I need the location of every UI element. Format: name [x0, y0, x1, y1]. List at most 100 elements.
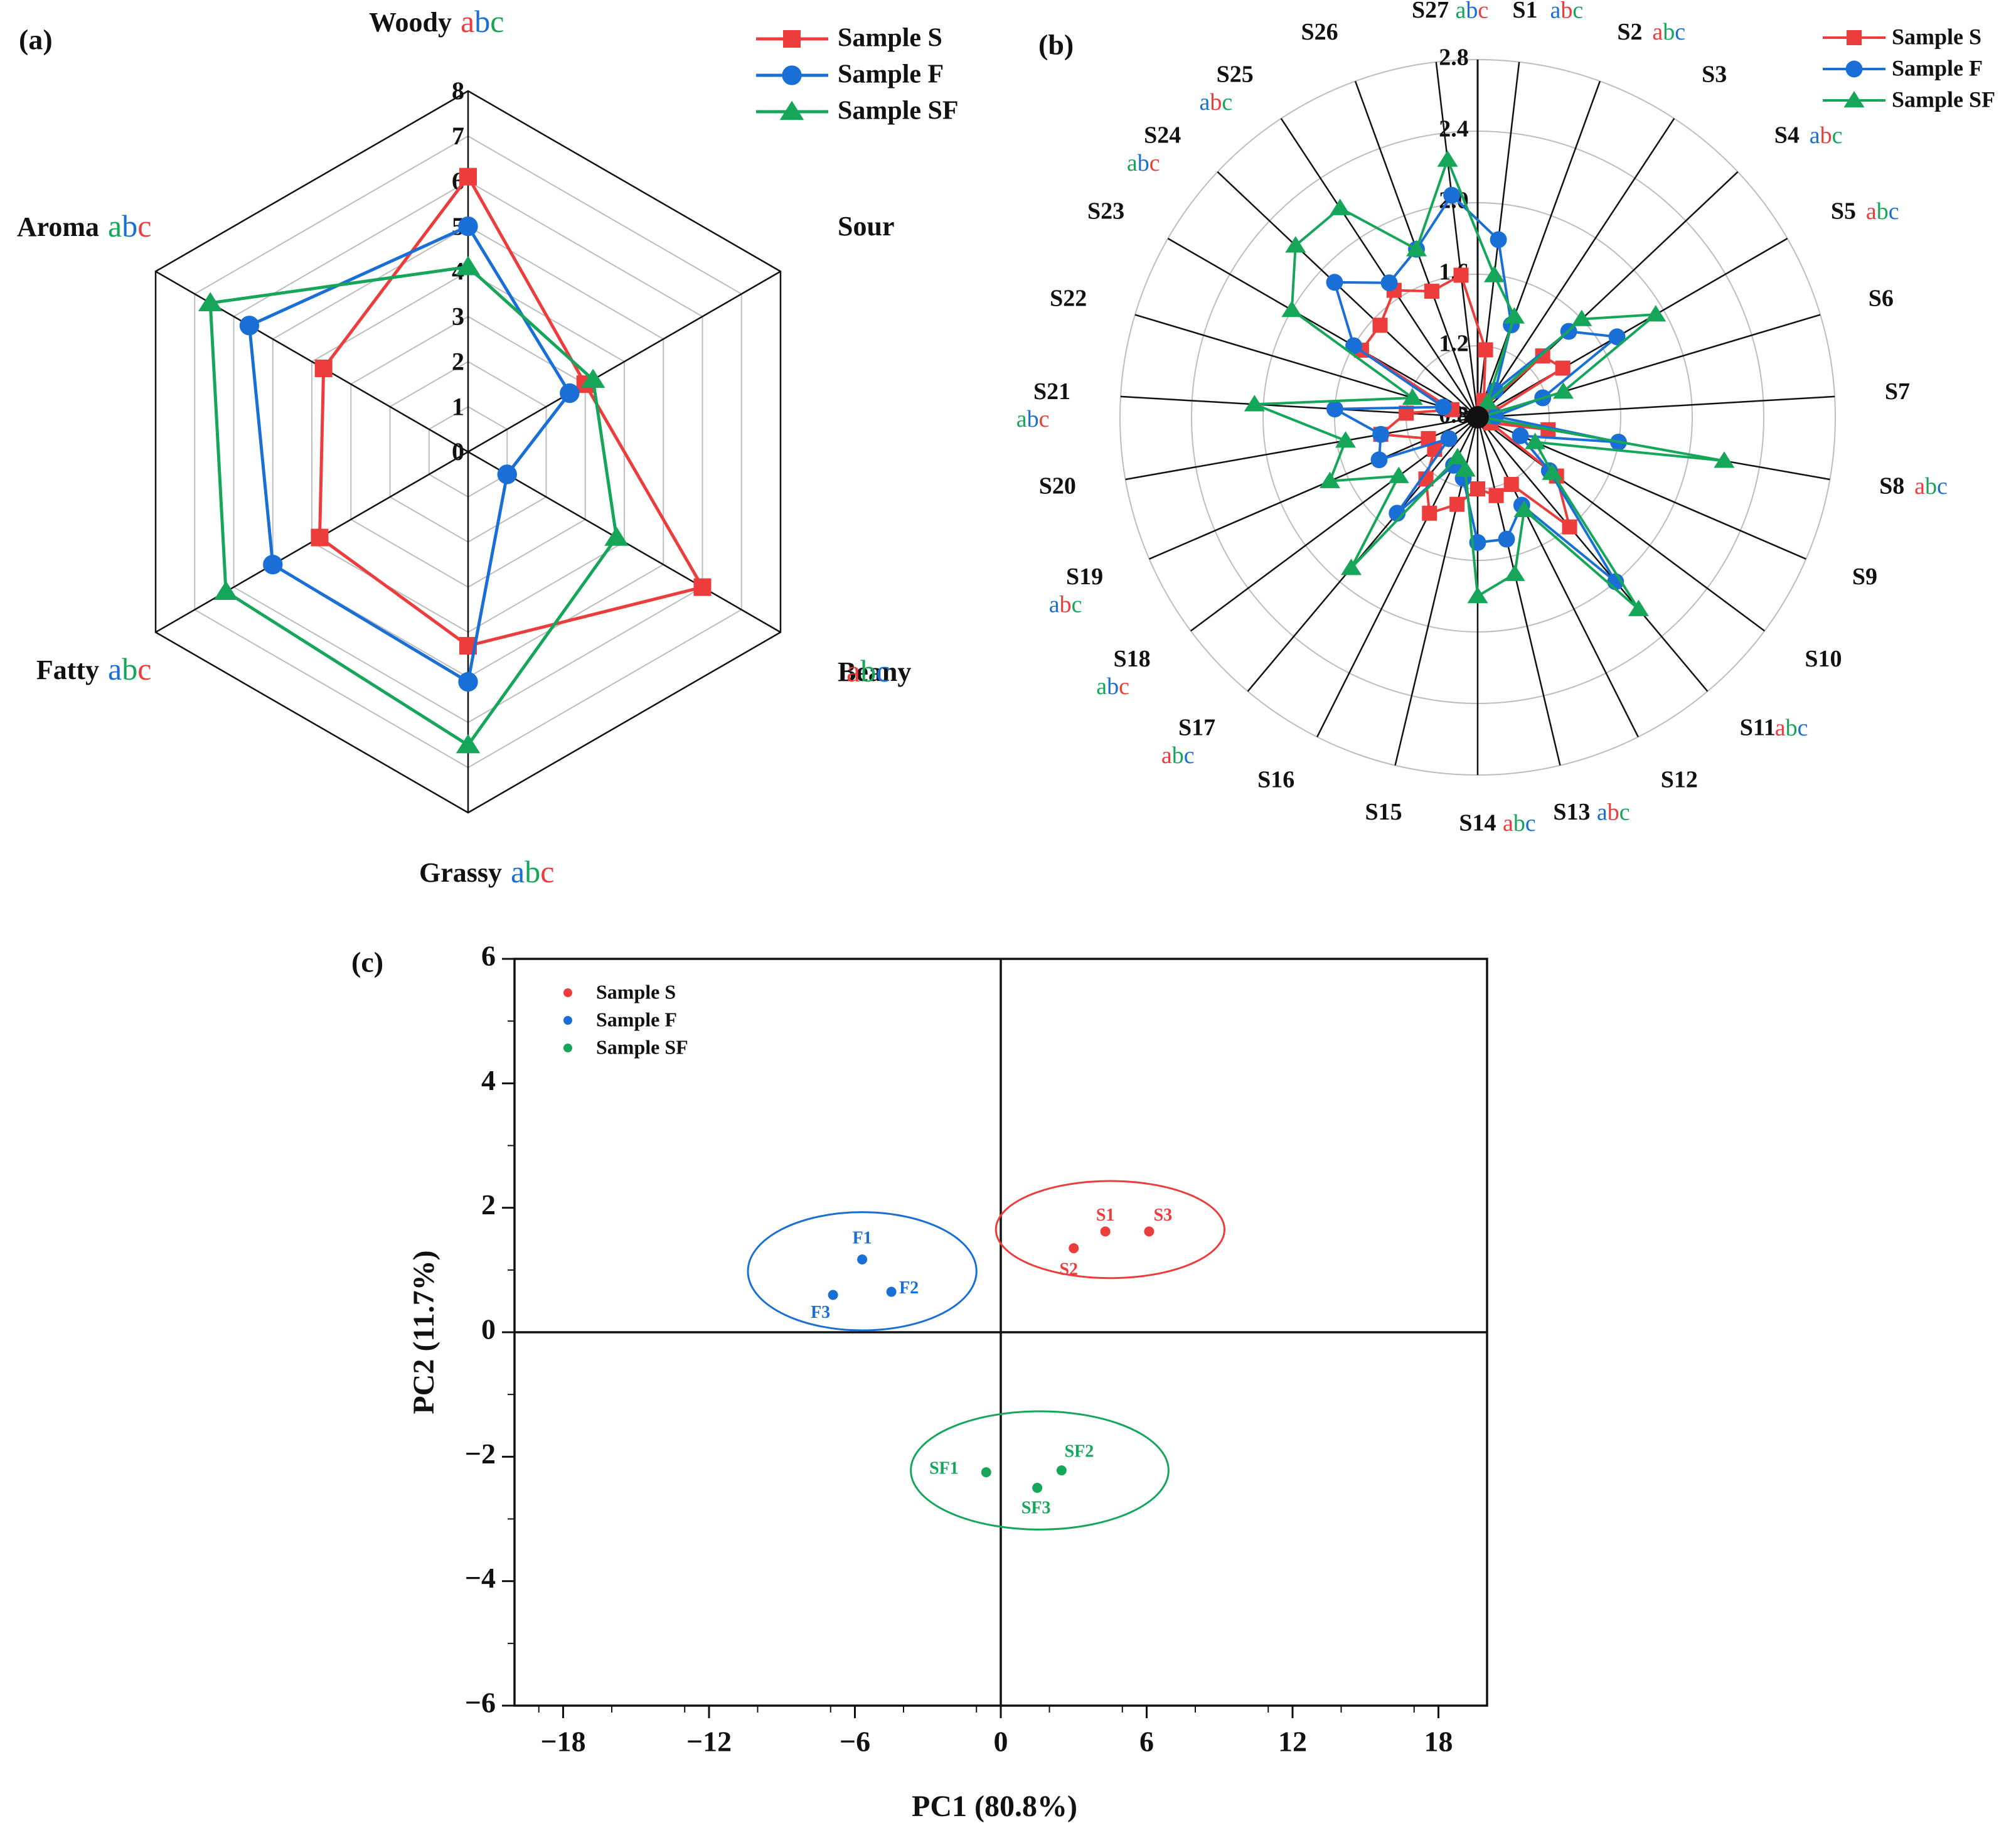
data-point-square [1453, 267, 1469, 283]
panel-label: (a) [19, 24, 53, 56]
axis-label-s8: S8 [1879, 473, 1904, 500]
axis-label-s22: S22 [1050, 285, 1087, 311]
significance-letter: a [1049, 591, 1060, 617]
data-point-circle [1370, 451, 1388, 469]
legend-label: Sample S [1892, 24, 1981, 49]
score-point [1144, 1226, 1155, 1237]
significance-mark: abc [1866, 198, 1899, 225]
radial-tick-label: 0 [452, 437, 464, 466]
significance-letter: c [1149, 150, 1160, 176]
significance-letter: a [1914, 473, 1925, 500]
significance-letter: c [490, 4, 504, 39]
significance-letter: c [876, 653, 890, 688]
significance-mark: abc [1199, 89, 1232, 115]
significance-letter: a [1016, 406, 1027, 432]
axis-label-s26: S26 [1301, 19, 1338, 45]
significance-letter: b [860, 653, 876, 688]
significance-letter: b [1786, 715, 1798, 741]
point-label: S1 [1096, 1205, 1115, 1225]
axis-label-s24: S24 [1144, 122, 1181, 149]
axis-label-s7: S7 [1885, 378, 1910, 405]
data-point-square [1555, 360, 1571, 376]
significance-letter: b [1560, 0, 1572, 23]
radar-spoke [1476, 417, 1561, 766]
data-point-triangle [1335, 431, 1356, 448]
score-point [981, 1467, 991, 1478]
data-point-circle [1608, 328, 1626, 346]
data-point-circle [560, 383, 580, 404]
significance-letter: a [1199, 89, 1210, 115]
significance-letter: a [1127, 150, 1138, 176]
data-point-circle [1345, 337, 1362, 355]
data-point-triangle [1388, 466, 1409, 483]
data-point-circle [1326, 400, 1343, 418]
significance-letter: a [1866, 198, 1877, 225]
data-point-triangle [1319, 471, 1340, 488]
data-point-triangle [1454, 460, 1476, 477]
significance-mark: abc [1652, 19, 1685, 45]
radar-spoke [1125, 416, 1478, 481]
data-point-triangle [1447, 447, 1468, 464]
radial-tick-label: 8 [452, 77, 464, 105]
point-label: F2 [899, 1278, 919, 1298]
significance-letter: a [1652, 19, 1663, 45]
data-point-triangle [604, 526, 629, 546]
significance-letter: a [1456, 0, 1466, 23]
radial-tick-label: 7 [452, 122, 464, 150]
data-point-circle [1490, 231, 1507, 249]
x-axis-title: PC1 (80.8%) [912, 1790, 1077, 1823]
axis-label-s25: S25 [1217, 61, 1254, 88]
radar-spoke [467, 270, 781, 453]
significance-mark: abc [1049, 591, 1082, 617]
data-point-square [314, 360, 333, 378]
x-tick-label: −18 [540, 1726, 585, 1758]
significance-letter: c [540, 854, 554, 889]
data-point-square [1372, 318, 1388, 333]
data-point-triangle [1477, 393, 1498, 410]
x-tick-label: 6 [1139, 1726, 1154, 1758]
significance-letter: b [1210, 89, 1222, 115]
legend-label: Sample SF [1892, 87, 1995, 112]
significance-letter: c [1675, 19, 1685, 45]
significance-letter: a [1597, 799, 1608, 825]
score-point [1032, 1482, 1043, 1493]
y-tick-label: −4 [465, 1562, 496, 1594]
significance-letter: b [1027, 406, 1039, 432]
data-point-square [1503, 476, 1519, 492]
data-point-triangle [1645, 305, 1667, 322]
legend-marker [779, 100, 804, 120]
axis-label-s18: S18 [1113, 646, 1150, 672]
radial-tick-label: 1.2 [1439, 331, 1469, 357]
data-point-circle [239, 316, 260, 336]
data-point-circle [1434, 398, 1452, 416]
axis-label-beany: Beany [838, 656, 911, 687]
series-line-1 [247, 224, 572, 685]
axis-label-s27: S27 [1412, 0, 1449, 23]
axis-label-s15: S15 [1365, 799, 1402, 825]
axis-label-s1: S1 [1512, 0, 1537, 23]
radar-spoke [1217, 171, 1478, 418]
significance-letter: a [846, 653, 860, 688]
x-tick-label: −6 [840, 1726, 870, 1758]
data-point-triangle [1467, 587, 1488, 604]
radar-spoke [1476, 417, 1639, 737]
significance-letter: a [1096, 673, 1107, 700]
score-point [886, 1286, 897, 1297]
significance-mark: abc [511, 854, 554, 889]
radar-chart-b: 0.81.21.62.02.42.8S1abcS2abcS3S4abcS5abc… [1016, 0, 1995, 836]
axis-label-s2: S2 [1617, 19, 1642, 45]
significance-mark: abc [1914, 473, 1948, 500]
data-point-triangle [456, 734, 481, 754]
axis-label-aroma: Aroma [17, 211, 99, 242]
x-tick-label: 12 [1278, 1726, 1307, 1758]
axis-label-grassy: Grassy [419, 857, 502, 888]
significance-mark: abc [1550, 0, 1583, 23]
significance-letter: a [461, 4, 474, 39]
point-label: SF2 [1065, 1442, 1094, 1462]
data-point-triangle [198, 292, 223, 311]
radar-spoke [1477, 395, 1835, 419]
significance-mark: abc [1096, 673, 1129, 700]
significance-letter: c [1184, 742, 1195, 769]
significance-letter: b [1466, 0, 1478, 23]
